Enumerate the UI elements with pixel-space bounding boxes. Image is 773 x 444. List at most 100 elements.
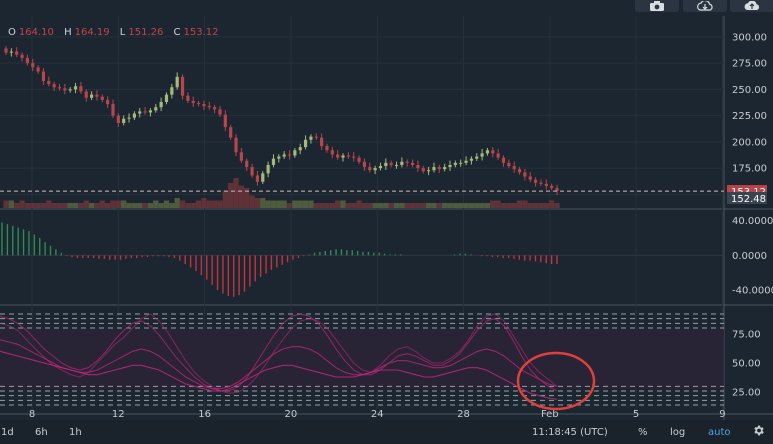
volume-bar: [361, 203, 368, 208]
candle-body: [421, 168, 425, 172]
volume-bar: [372, 203, 378, 208]
candle-body: [95, 94, 99, 97]
volume-bar: [3, 200, 9, 208]
volume-bar: [233, 178, 239, 208]
candle-body: [159, 101, 163, 108]
volume-bar: [270, 200, 277, 208]
ohlc-readout: O 164.10 H 164.19 L 151.26 C 153.12: [8, 27, 226, 38]
macd-histogram: [0, 222, 724, 297]
candle-body: [47, 80, 51, 85]
oscillator-tick-label: 75.00: [732, 329, 761, 340]
volume-price-tag-bg: [727, 192, 767, 204]
volume-bar: [409, 203, 416, 208]
candle-body: [512, 166, 516, 170]
candle-body: [448, 164, 452, 168]
timeframe-1d[interactable]: 1d: [1, 427, 14, 438]
timeframe-1h[interactable]: 1h: [69, 427, 82, 438]
download-button[interactable]: [683, 0, 727, 12]
candle-body: [528, 176, 532, 180]
volume-bar: [131, 203, 138, 208]
candle-body: [111, 104, 115, 116]
last-price-tags: 153.12152.48: [0, 185, 767, 205]
candle-body: [427, 170, 431, 172]
settings-button[interactable]: [752, 424, 765, 440]
volume-bar: [281, 200, 287, 208]
volume-bar: [78, 203, 84, 208]
log-scale-button[interactable]: log: [670, 427, 686, 438]
volume-bar: [511, 203, 517, 208]
volume-bar: [404, 203, 410, 208]
volume-bar: [72, 203, 79, 208]
volume-bars: [3, 178, 560, 208]
candle-body: [239, 152, 243, 161]
volume-bar: [265, 200, 271, 208]
volume-bar: [238, 185, 245, 208]
candle-body: [25, 57, 30, 64]
percent-scale-button[interactable]: %: [638, 427, 648, 438]
candle-body: [100, 96, 104, 100]
candle-body: [491, 150, 495, 154]
volume-bar: [324, 203, 330, 208]
candle-body: [250, 167, 254, 176]
candle-body: [453, 162, 457, 165]
utc-clock: 11:18:45 (UTC): [532, 427, 608, 438]
time-tick-label: Feb: [541, 409, 559, 420]
volume-bar: [463, 203, 469, 208]
auto-scale-button[interactable]: auto: [708, 427, 731, 438]
candle-body: [132, 113, 136, 118]
time-axis[interactable]: 8 12 16 20 24 28 Feb 5 9: [29, 409, 726, 420]
price-candles: [4, 46, 559, 195]
candle-body: [52, 84, 56, 88]
volume-bar: [377, 203, 384, 208]
volume-bar: [228, 183, 234, 208]
volume-bar: [420, 203, 426, 208]
volume-bar: [195, 200, 202, 208]
oscillator-band: [0, 329, 724, 389]
candle-body: [266, 164, 270, 174]
candle-body: [218, 109, 222, 115]
candle-body: [84, 91, 88, 98]
volume-bar: [19, 200, 25, 208]
upload-button[interactable]: [730, 0, 773, 12]
candle-body: [368, 167, 372, 171]
price-tick-label: 300.00: [732, 32, 767, 43]
volume-bar: [142, 203, 148, 208]
screenshot-button[interactable]: [635, 0, 679, 12]
candle-body: [346, 155, 350, 157]
volume-bar: [329, 203, 335, 208]
oscillator-line: [0, 339, 558, 390]
timeframe-6h[interactable]: 6h: [35, 427, 48, 438]
candle-body: [443, 167, 447, 170]
volume-bar: [452, 203, 459, 208]
volume-bar: [495, 200, 501, 208]
volume-bar: [222, 190, 229, 208]
volume-bar: [153, 200, 159, 208]
oscillator-tick-label: 25.00: [732, 388, 761, 399]
volume-bar: [244, 188, 250, 208]
candle-body: [303, 139, 308, 148]
volume-bar: [500, 203, 507, 208]
candle-body: [255, 175, 260, 182]
candle-body: [496, 153, 500, 158]
candle-body: [378, 166, 383, 169]
price-axis[interactable]: 150.00175.00200.00225.00250.00275.00300.…: [732, 32, 773, 398]
candle-body: [154, 107, 158, 111]
volume-bar: [201, 198, 207, 208]
candle-body: [464, 160, 468, 163]
volume-bar: [115, 200, 122, 208]
time-tick-label: 24: [371, 409, 384, 420]
candle-body: [175, 76, 179, 88]
volume-bar: [94, 203, 100, 208]
high-label: H: [64, 27, 72, 38]
candle-body: [138, 111, 142, 114]
volume-bar: [110, 200, 116, 208]
candle-body: [416, 164, 420, 169]
volume-bar: [436, 203, 442, 208]
time-tick-label: 9: [719, 409, 725, 420]
price-tick-label: 175.00: [732, 164, 767, 175]
candle-body: [314, 136, 318, 138]
volume-bar: [334, 200, 341, 208]
close-value: 153.12: [183, 27, 219, 38]
time-tick-label: 16: [198, 409, 211, 420]
